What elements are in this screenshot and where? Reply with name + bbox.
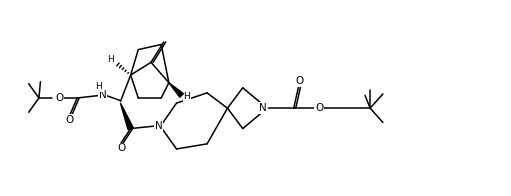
Text: O: O	[118, 143, 126, 153]
Text: N: N	[99, 90, 106, 101]
Text: O: O	[315, 103, 323, 113]
Text: H: H	[107, 55, 113, 64]
Polygon shape	[169, 83, 183, 97]
Polygon shape	[121, 103, 133, 130]
Text: O: O	[55, 93, 63, 103]
Text: O: O	[65, 115, 74, 125]
Text: H: H	[183, 93, 190, 102]
Text: O: O	[296, 76, 304, 86]
Text: N: N	[259, 103, 267, 113]
Text: N: N	[155, 121, 162, 131]
Text: H: H	[95, 82, 102, 91]
